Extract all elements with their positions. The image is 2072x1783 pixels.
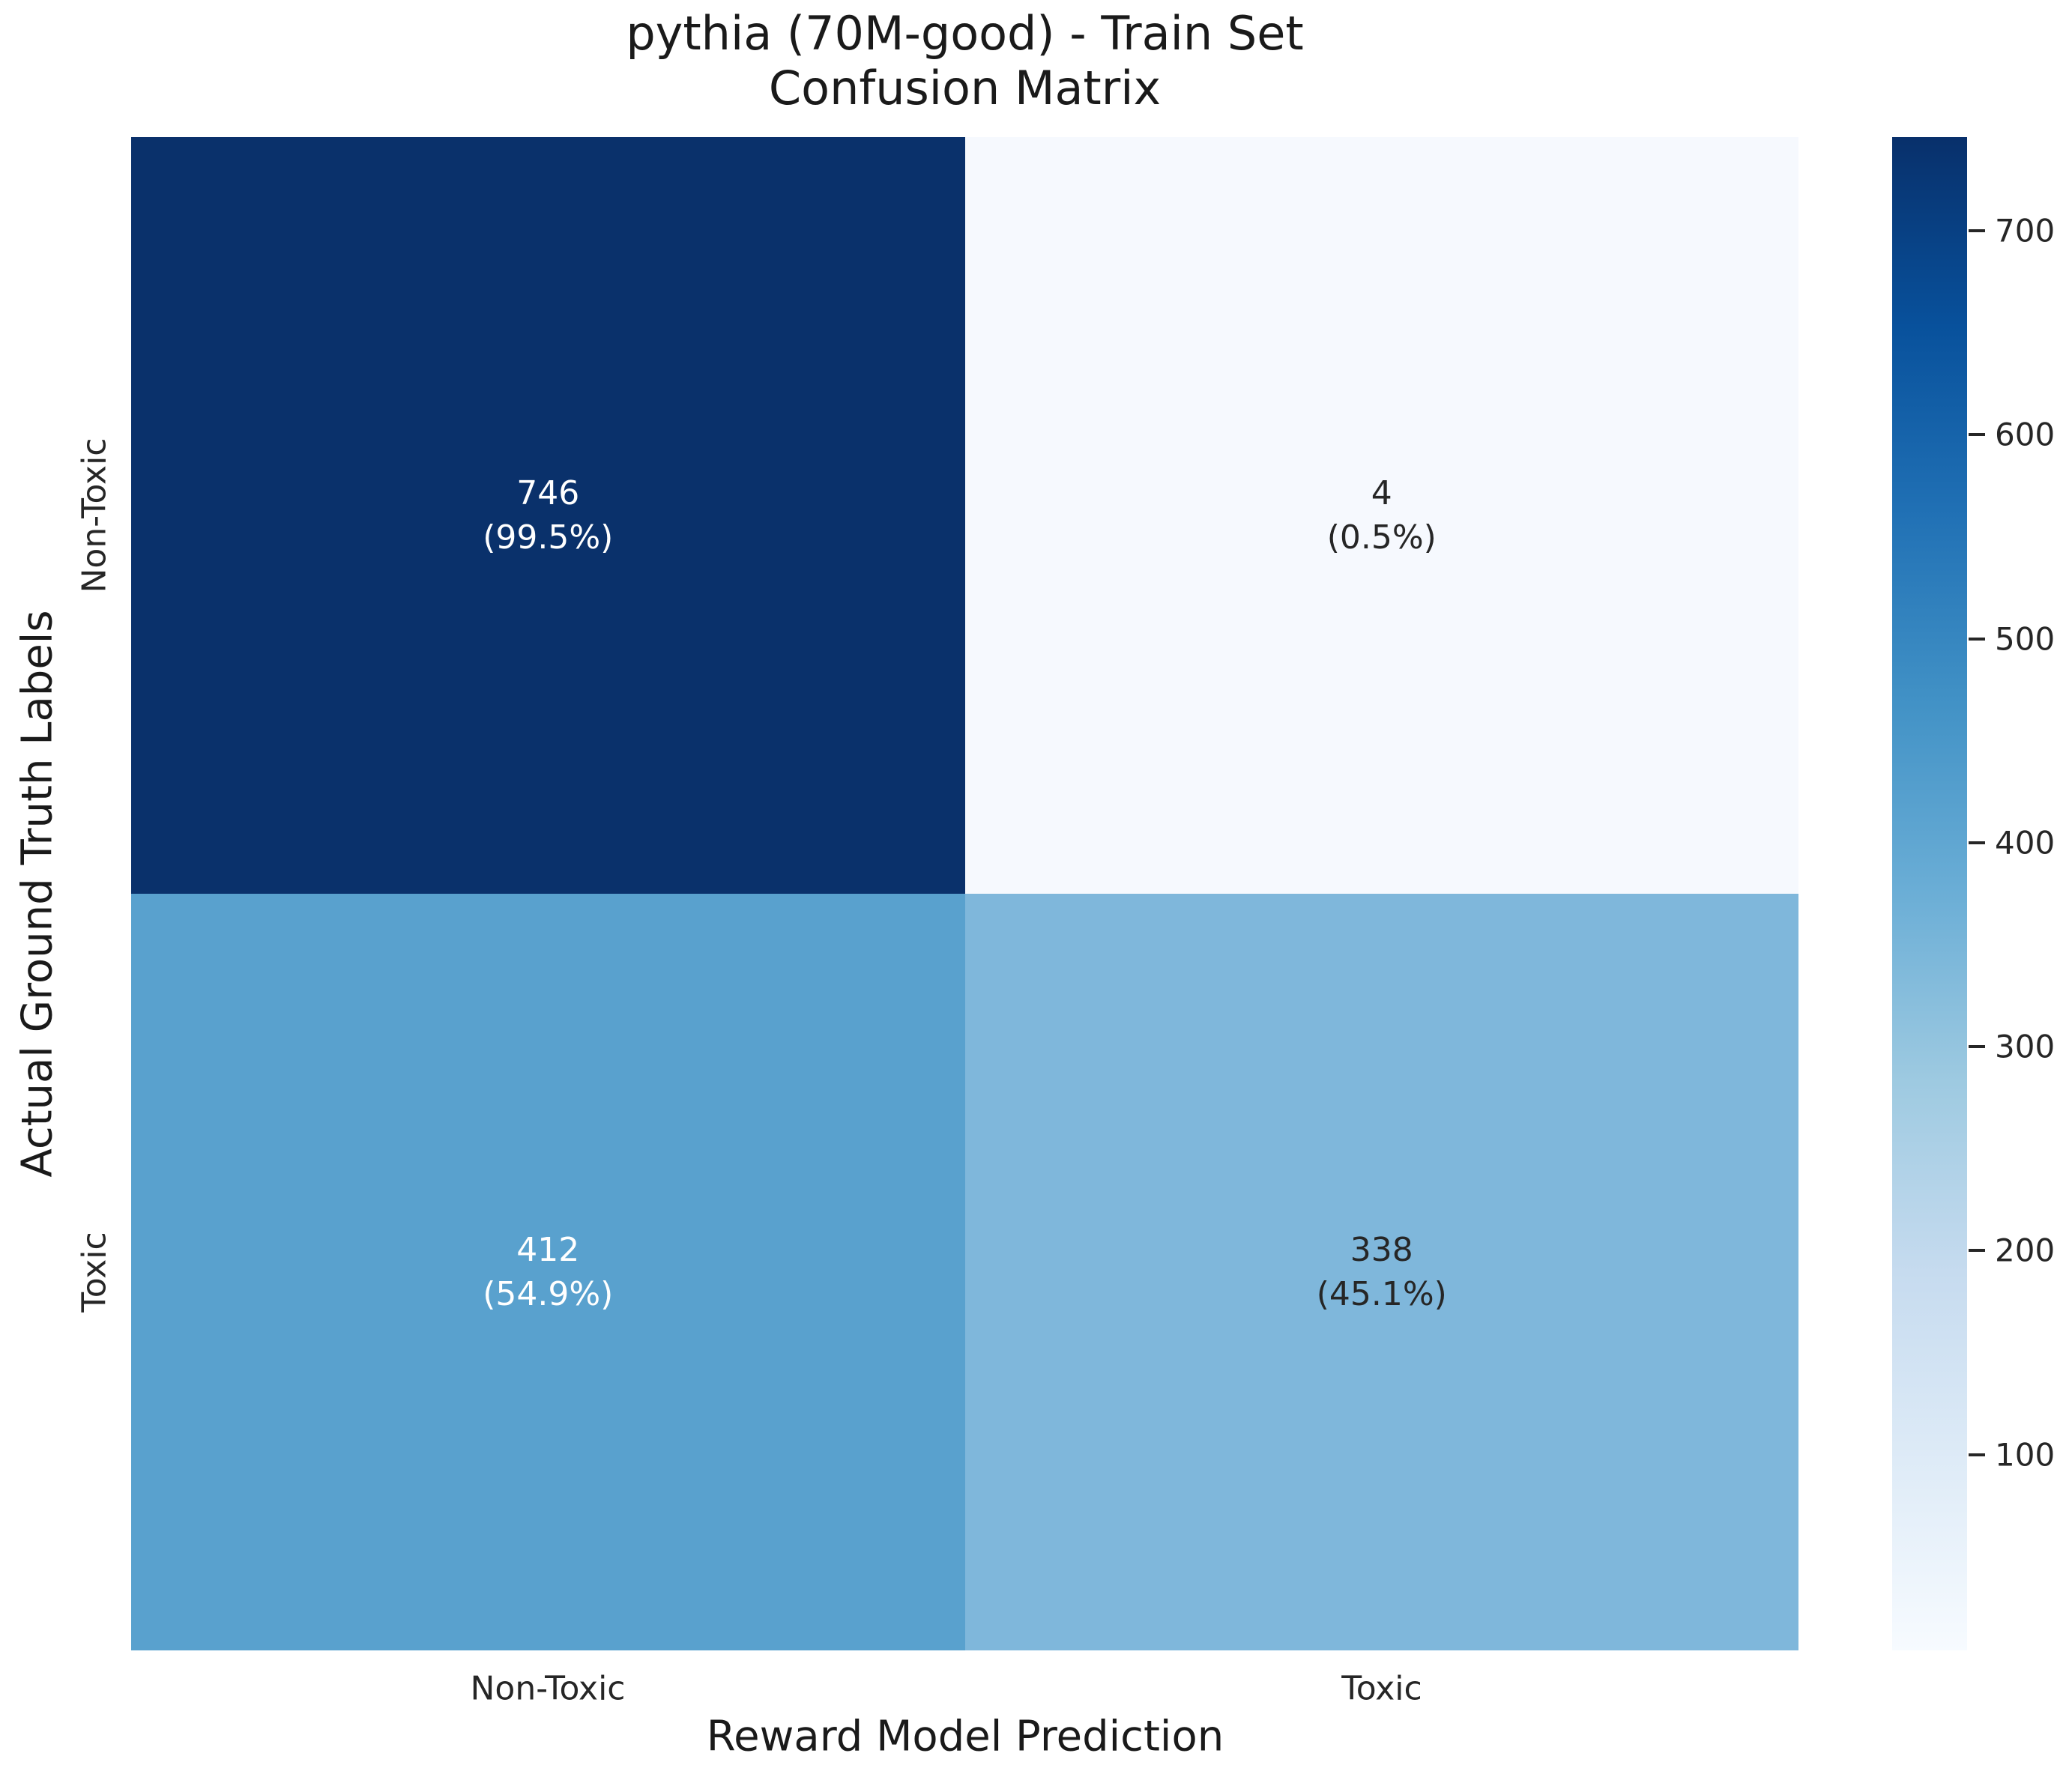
heatmap-cell-true-nontoxic-pred-nontoxic: 746 (99.5%) — [131, 137, 965, 894]
colorbar-tick-mark — [1969, 1453, 1985, 1456]
y-tick-toxic: Toxic — [75, 1232, 114, 1313]
heatmap-cell-true-nontoxic-pred-toxic: 4 (0.5%) — [964, 137, 1798, 894]
chart-title-line2: Confusion Matrix — [768, 61, 1162, 116]
colorbar-tick-mark — [1969, 841, 1985, 844]
colorbar-tick-label: 500 — [1995, 620, 2056, 658]
y-axis-label: Actual Ground Truth Labels — [13, 610, 62, 1178]
colorbar-tick-mark — [1969, 229, 1985, 233]
colorbar-tick-label: 300 — [1995, 1028, 2056, 1065]
x-axis-label: Reward Model Prediction — [706, 1712, 1224, 1761]
x-tick-toxic: Toxic — [1341, 1669, 1422, 1708]
x-tick-nontoxic: Non-Toxic — [470, 1669, 626, 1708]
colorbar-tick-label: 400 — [1995, 824, 2056, 862]
colorbar-tick-mark — [1969, 433, 1985, 437]
colorbar-tick-label: 600 — [1995, 416, 2056, 453]
cell-percent: (45.1%) — [1316, 1275, 1447, 1313]
cell-percent: (54.9%) — [483, 1275, 614, 1313]
cell-count: 338 — [1350, 1230, 1413, 1269]
colorbar-tick-mark — [1969, 1045, 1985, 1049]
colorbar-tick-label: 700 — [1995, 212, 2056, 249]
colorbar-tick-mark — [1969, 1249, 1985, 1253]
heatmap-cell-true-toxic-pred-nontoxic: 412 (54.9%) — [131, 894, 965, 1650]
heatmap-grid: 746 (99.5%) 4 (0.5%) 412 (54.9%) 338 (45… — [131, 137, 1798, 1650]
colorbar-tick-label: 100 — [1995, 1436, 2056, 1474]
cell-percent: (0.5%) — [1326, 518, 1437, 557]
heatmap-cell-true-toxic-pred-toxic: 338 (45.1%) — [964, 894, 1798, 1650]
y-tick-nontoxic: Non-Toxic — [75, 438, 114, 593]
chart-title-line1: pythia (70M-good) - Train Set — [626, 6, 1304, 61]
chart-title: pythia (70M-good) - Train Set Confusion … — [131, 6, 1798, 115]
cell-count: 746 — [516, 473, 580, 512]
cell-percent: (99.5%) — [483, 518, 614, 557]
colorbar-tick-mark — [1969, 637, 1985, 641]
colorbar-tick-label: 200 — [1995, 1232, 2056, 1269]
colorbar — [1892, 137, 1967, 1650]
cell-count: 412 — [516, 1230, 580, 1269]
cell-count: 4 — [1371, 473, 1392, 512]
